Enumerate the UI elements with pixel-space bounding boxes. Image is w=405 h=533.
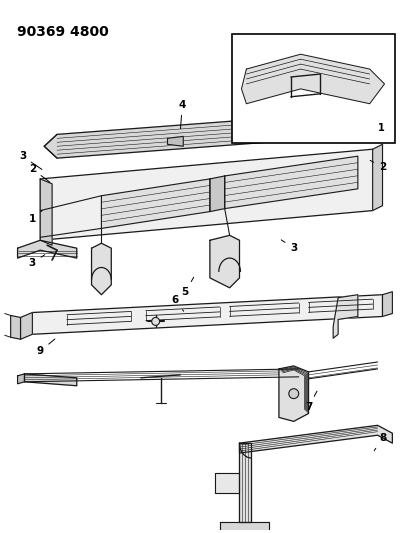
Polygon shape bbox=[101, 179, 209, 229]
Polygon shape bbox=[21, 312, 32, 339]
Polygon shape bbox=[167, 136, 183, 146]
Polygon shape bbox=[17, 240, 77, 258]
Polygon shape bbox=[214, 473, 239, 492]
Polygon shape bbox=[239, 443, 251, 522]
Polygon shape bbox=[24, 374, 77, 386]
Text: 7: 7 bbox=[304, 391, 316, 411]
Text: 1: 1 bbox=[377, 124, 384, 133]
Polygon shape bbox=[11, 316, 21, 339]
Text: 5: 5 bbox=[181, 277, 193, 297]
Polygon shape bbox=[224, 156, 357, 208]
Text: 8: 8 bbox=[373, 433, 385, 451]
Polygon shape bbox=[209, 236, 239, 288]
Polygon shape bbox=[40, 179, 52, 245]
Circle shape bbox=[288, 389, 298, 399]
Text: 9: 9 bbox=[36, 339, 55, 356]
Text: 1: 1 bbox=[29, 211, 42, 223]
Bar bbox=[231, 35, 394, 143]
Polygon shape bbox=[278, 366, 308, 422]
Polygon shape bbox=[241, 54, 384, 104]
Text: 3: 3 bbox=[281, 240, 296, 253]
Polygon shape bbox=[40, 149, 372, 240]
Circle shape bbox=[151, 318, 159, 325]
Text: 3: 3 bbox=[29, 255, 45, 268]
Polygon shape bbox=[17, 374, 24, 384]
Text: 2: 2 bbox=[29, 164, 50, 182]
Polygon shape bbox=[44, 111, 369, 158]
Polygon shape bbox=[91, 243, 111, 295]
Text: 4: 4 bbox=[178, 100, 185, 128]
Polygon shape bbox=[32, 295, 382, 334]
Polygon shape bbox=[209, 176, 224, 212]
Polygon shape bbox=[219, 522, 269, 533]
Polygon shape bbox=[382, 292, 391, 317]
Polygon shape bbox=[333, 295, 357, 338]
Text: 2: 2 bbox=[369, 160, 385, 172]
Text: 6: 6 bbox=[171, 295, 183, 311]
Text: 3: 3 bbox=[19, 151, 42, 169]
Polygon shape bbox=[239, 425, 391, 453]
Text: 90369 4800: 90369 4800 bbox=[17, 25, 108, 38]
Polygon shape bbox=[372, 144, 382, 211]
